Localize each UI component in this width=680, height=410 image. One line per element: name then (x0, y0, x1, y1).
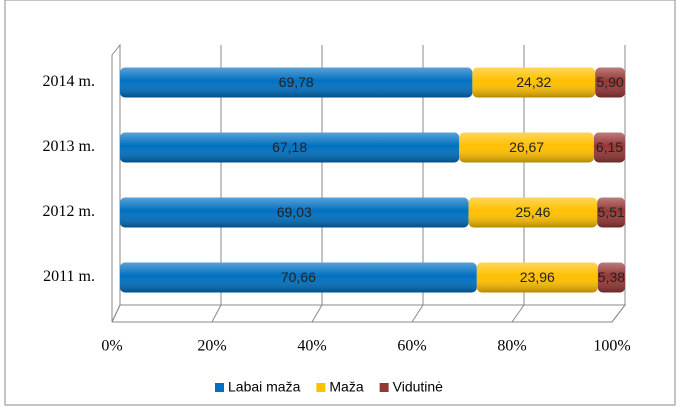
grid-line (411, 45, 424, 323)
data-label: 5,38 (598, 269, 625, 285)
bar-shade (595, 67, 625, 98)
bar-shade (476, 262, 598, 293)
data-label: 69,03 (277, 204, 312, 220)
data-label: 67,18 (272, 139, 307, 155)
y-tick-label: 2014 m. (43, 73, 95, 90)
legend-label: Vidutinė (393, 379, 444, 395)
data-label: 23,96 (520, 269, 555, 285)
chart-frame (4, 0, 676, 406)
bar-shade (120, 197, 469, 228)
legend-swatch (215, 383, 224, 392)
grid-line (611, 45, 626, 323)
bar-shade (593, 132, 625, 163)
bar-shade (459, 132, 594, 163)
bar-shade (120, 262, 477, 293)
bar-shade (472, 67, 596, 98)
bar-shade (597, 262, 625, 293)
bar-shade (120, 132, 460, 163)
grid-line (511, 45, 525, 323)
x-tick-label: 20% (197, 338, 226, 355)
data-label: 25,46 (515, 204, 550, 220)
legend-label: Labai maža (228, 379, 301, 395)
bar-shade (597, 197, 625, 228)
data-label: 6,15 (596, 139, 623, 155)
bar-shade (120, 67, 473, 98)
grid-line (111, 45, 121, 323)
bar-shade (468, 197, 598, 228)
axis-floor (112, 304, 627, 323)
legend-label: Maža (329, 379, 363, 395)
y-tick-label: 2011 m. (43, 268, 95, 285)
x-tick-label: 0% (101, 338, 122, 355)
x-tick-label: 40% (297, 338, 326, 355)
data-label: 5,90 (596, 74, 623, 90)
y-tick-label: 2012 m. (43, 203, 95, 220)
grid-line (311, 45, 323, 323)
data-label: 70,66 (281, 269, 316, 285)
x-tick-label: 80% (497, 338, 526, 355)
data-label: 26,67 (509, 139, 544, 155)
x-tick-label: 100% (593, 338, 630, 355)
data-label: 5,51 (597, 204, 624, 220)
grid-line (211, 45, 222, 323)
data-label: 24,32 (516, 74, 551, 90)
data-label: 69,78 (279, 74, 314, 90)
legend-swatch (379, 383, 389, 392)
y-tick-label: 2013 m. (43, 138, 95, 155)
axis-wall (111, 43, 121, 323)
legend-swatch (316, 383, 326, 392)
x-tick-label: 60% (397, 338, 426, 355)
